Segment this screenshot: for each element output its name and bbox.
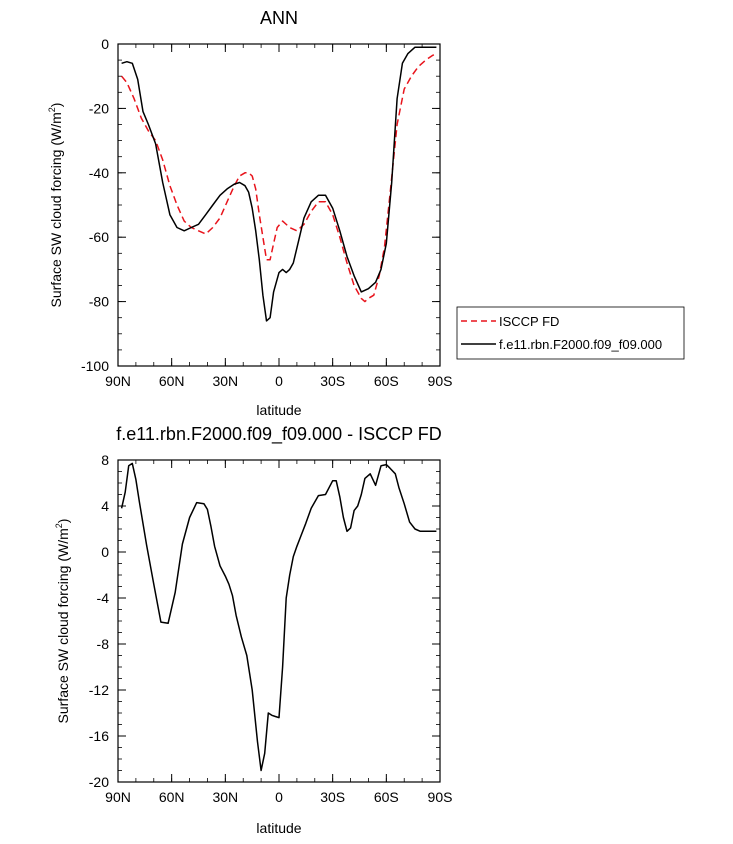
top-chart-series-line-0 <box>121 53 437 303</box>
top-chart-x-axis-label: latitude <box>256 402 301 418</box>
bottom-chart-y-axis-label: Surface SW cloud forcing (W/m2) <box>54 519 71 724</box>
bottom-chart-plot-frame <box>117 459 441 783</box>
bottom-chart-title: f.e11.rbn.F2000.f09_f09.000 - ISCCP FD <box>116 424 442 445</box>
top-chart-y-tick-label: -60 <box>89 229 109 245</box>
bottom-chart-y-tick-label: 4 <box>101 498 109 514</box>
bottom-chart-y-tick-label: 8 <box>101 452 109 468</box>
top-chart-series-line-1 <box>121 46 437 322</box>
bottom-chart-y-tick-label: -4 <box>97 590 110 606</box>
legend-box <box>456 306 685 360</box>
bottom-chart-x-tick-label: 0 <box>275 789 283 805</box>
bottom-chart-x-tick-label: 90N <box>105 789 131 805</box>
bottom-chart-y-tick-label: -8 <box>97 636 110 652</box>
top-chart-title: ANN <box>260 8 298 28</box>
bottom-chart-x-tick-label: 60S <box>374 789 399 805</box>
bottom-chart-x-tick-label: 60N <box>159 789 185 805</box>
top-chart-y-tick-label: -100 <box>81 358 109 374</box>
bottom-chart-lines <box>120 462 437 772</box>
bottom-chart-series-line-0 <box>120 462 437 772</box>
top-chart-y-tick-label: -20 <box>89 100 109 116</box>
top-chart-x-tick-label: 0 <box>275 373 283 389</box>
bottom-chart-x-axis-label: latitude <box>256 820 301 836</box>
bottom-chart-y-tick-label: -12 <box>89 682 109 698</box>
bottom-chart-y-tick-label: -16 <box>89 728 109 744</box>
bottom-chart-y-tick-label: -20 <box>89 774 109 790</box>
bottom-chart-y-label-sup: 2 <box>54 523 64 528</box>
bottom-chart-x-tick-label: 30S <box>320 789 345 805</box>
bottom-chart-x-tick-label: 90S <box>428 789 453 805</box>
bottom-chart-y-tick-label: 0 <box>101 544 109 560</box>
top-chart-y-label-main: Surface SW cloud forcing (W/m <box>48 112 64 307</box>
top-chart: ANN 90N 60N 30N 0 30S 60S 90S 0 -20 -40 -60 -80 -100… <box>47 8 685 418</box>
top-chart-plot-frame <box>117 43 441 367</box>
top-chart-y-tick-label: -80 <box>89 294 109 310</box>
top-chart-x-tick-label: 30N <box>212 373 238 389</box>
top-chart-lines <box>121 46 437 322</box>
top-chart-x-tick-label: 90S <box>428 373 453 389</box>
top-chart-y-axis-label: Surface SW cloud forcing (W/m2) <box>47 103 64 308</box>
top-chart-x-tick-label: 90N <box>105 373 131 389</box>
top-chart-ticks: 90N 60N 30N 0 30S 60S 90S 0 -20 -40 -60 -80 -100 <box>81 36 452 389</box>
legend-label-isccp: ISCCP FD <box>499 314 559 329</box>
bottom-chart-ticks: 90N 60N 30N 0 30S 60S 90S 8 4 0 -4 -8 -12 -16 -20 <box>89 452 453 805</box>
top-chart-x-tick-label: 60S <box>374 373 399 389</box>
bottom-chart: f.e11.rbn.F2000.f09_f09.000 - ISCCP FD 9… <box>54 424 452 836</box>
top-chart-x-tick-label: 60N <box>159 373 185 389</box>
legend-label-model: f.e11.rbn.F2000.f09_f09.000 <box>499 337 662 352</box>
bottom-chart-y-label-close: ) <box>55 519 71 524</box>
bottom-chart-y-label-main: Surface SW cloud forcing (W/m <box>55 528 71 723</box>
top-chart-y-label-close: ) <box>48 103 64 108</box>
top-chart-y-tick-label: 0 <box>101 36 109 52</box>
top-chart-y-tick-label: -40 <box>89 165 109 181</box>
top-chart-x-tick-label: 30S <box>320 373 345 389</box>
top-chart-y-label-sup: 2 <box>47 107 57 112</box>
legend: ISCCP FD f.e11.rbn.F2000.f09_f09.000 <box>456 306 685 360</box>
bottom-chart-x-tick-label: 30N <box>212 789 238 805</box>
